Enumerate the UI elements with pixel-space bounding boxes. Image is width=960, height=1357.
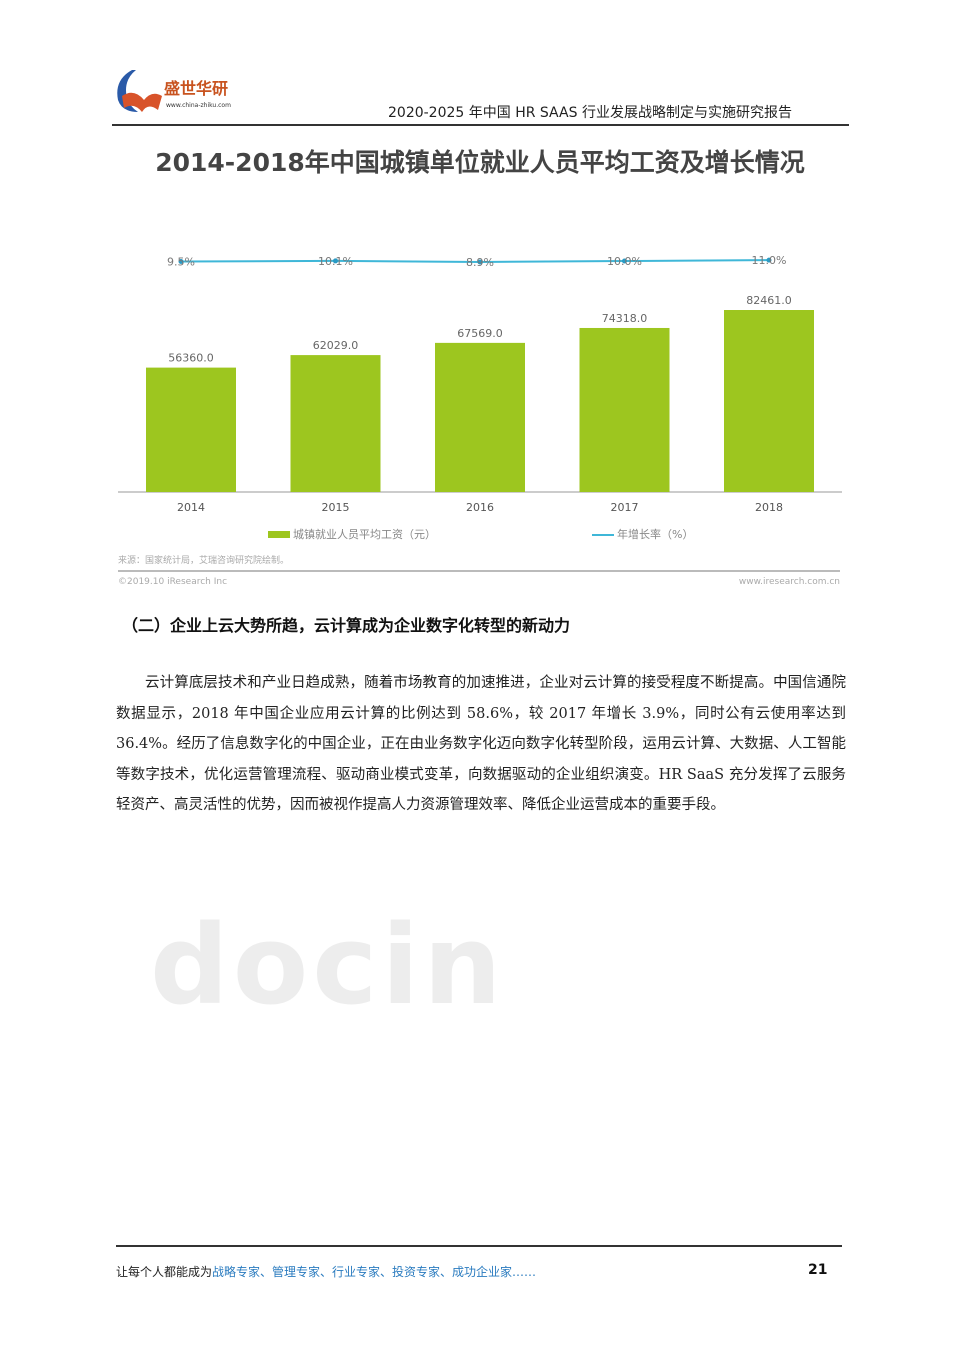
growth-point	[622, 258, 627, 264]
footer-slogan: 让每个人都能成为战略专家、管理专家、行业专家、投资专家、成功企业家……	[116, 1263, 536, 1280]
logo-url: www.china-zhiku.com	[166, 102, 231, 109]
bar	[435, 342, 525, 492]
bar	[290, 355, 381, 492]
watermark: docin	[150, 901, 506, 1029]
growth-label: 10.1%	[318, 255, 353, 268]
bar	[724, 310, 814, 492]
legend-bar-label: 城镇就业人员平均工资（元）	[293, 528, 436, 541]
bar-label: 82461.0	[746, 294, 792, 307]
bar	[146, 367, 236, 492]
legend-bar-swatch	[268, 531, 290, 538]
chart-title: 2014-2018年中国城镇单位就业人员平均工资及增长情况	[155, 148, 805, 177]
slogan-highlight: 战略专家、管理专家、行业专家、投资专家、成功企业家……	[212, 1265, 537, 1279]
bar-label: 62029.0	[313, 339, 359, 352]
growth-point	[178, 258, 184, 264]
slogan-prefix: 让每个人都能成为	[116, 1265, 213, 1279]
growth-label: 10.0%	[607, 255, 642, 268]
x-tick-label: 2014	[177, 501, 205, 514]
chart-copyright: ©2019.10 iResearch Inc	[118, 577, 228, 587]
page-number: 21	[808, 1262, 828, 1278]
growth-label: 8.9%	[466, 256, 494, 269]
section-heading: （二）企业上云大势所趋，云计算成为企业数字化转型的新动力	[122, 616, 571, 635]
bar-label: 67569.0	[457, 327, 503, 340]
x-tick-label: 2016	[466, 501, 494, 514]
x-tick-label: 2018	[755, 501, 783, 514]
report-title: 2020-2025 年中国 HR SAAS 行业发展战略制定与实施研究报告	[388, 105, 792, 121]
legend-line-label: 年增长率（%）	[617, 528, 694, 541]
growth-label: 11.0%	[752, 254, 787, 267]
chart-legend: 城镇就业人员平均工资（元） 年增长率（%）	[110, 526, 850, 546]
growth-label: 9.5%	[167, 255, 195, 268]
bar-label: 74318.0	[602, 312, 648, 325]
bar	[579, 327, 670, 492]
chart-site: www.iresearch.com.cn	[738, 577, 840, 587]
body-paragraph: 云计算底层技术和产业日趋成熟，随着市场教育的加速推进，企业对云计算的接受程度不断…	[116, 675, 846, 813]
x-tick-label: 2015	[322, 501, 350, 514]
logo-icon	[117, 70, 162, 112]
chart: 56360.0 2014 62029.0 2015 67569.0 2016 74318.0…	[118, 254, 842, 514]
growth-point	[477, 259, 483, 265]
chart-rule	[118, 570, 840, 572]
x-tick-label: 2017	[611, 501, 639, 514]
logo-name: 盛世华研	[164, 79, 229, 98]
legend-line-swatch	[592, 534, 614, 536]
growth-point	[766, 257, 772, 263]
header-rule	[112, 124, 849, 126]
growth-point	[333, 258, 338, 264]
footer-rule	[116, 1245, 842, 1247]
bar-label: 56360.0	[168, 352, 214, 365]
chart-source: 来源：国家统计局，艾瑞咨询研究院绘制。	[118, 556, 290, 566]
